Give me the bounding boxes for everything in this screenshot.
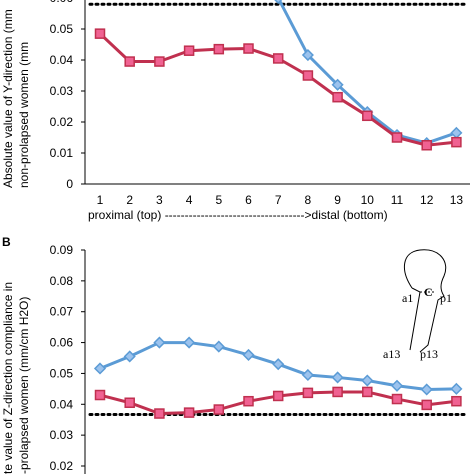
- marker: [242, 348, 255, 361]
- marker: [391, 132, 403, 143]
- marker: [183, 336, 196, 349]
- marker: [183, 45, 195, 56]
- y-tick-label: 0: [66, 177, 73, 191]
- marker: [331, 371, 344, 384]
- y-tick-label: 0.02: [50, 459, 74, 473]
- marker: [391, 393, 403, 405]
- x-tick-label: 7: [275, 193, 282, 207]
- x-tick-label: 9: [334, 193, 341, 207]
- marker: [124, 56, 135, 67]
- marker: [302, 387, 314, 399]
- marker: [421, 399, 432, 411]
- marker: [272, 390, 284, 402]
- marker: [154, 56, 165, 67]
- marker: [332, 386, 343, 398]
- marker: [362, 110, 373, 122]
- y-tick-label: 0.05: [50, 366, 74, 380]
- marker: [450, 126, 463, 139]
- marker: [421, 140, 432, 151]
- marker: [420, 383, 433, 396]
- x-axis-label: proximal (top) -------------------------…: [88, 208, 388, 222]
- marker: [390, 379, 404, 392]
- y-tick-label: 0.07: [50, 305, 74, 319]
- marker: [243, 43, 254, 54]
- x-tick-label: 13: [450, 193, 464, 207]
- x-tick-label: 2: [126, 193, 133, 207]
- marker: [301, 368, 314, 382]
- inset-label: a13: [383, 347, 400, 361]
- marker: [213, 404, 225, 415]
- marker: [153, 336, 166, 349]
- marker: [451, 395, 462, 407]
- inset-diagram: [404, 249, 447, 353]
- marker: [154, 408, 165, 419]
- x-tick-label: 12: [420, 193, 434, 207]
- marker: [94, 28, 106, 39]
- marker: [93, 362, 107, 375]
- x-tick-label: 5: [215, 193, 222, 207]
- x-tick-label: 4: [186, 193, 193, 207]
- y-tick-label: 0.06: [50, 0, 74, 5]
- inset-label: a1: [402, 291, 413, 305]
- inset-label: C: [424, 285, 433, 299]
- y-tick-label: 0.04: [50, 53, 74, 67]
- marker: [243, 395, 254, 407]
- marker: [213, 43, 225, 55]
- inset-label: p13: [420, 347, 438, 361]
- y-tick-label: 0.08: [50, 274, 74, 288]
- marker: [183, 407, 195, 418]
- y-tick-label: 0.01: [50, 146, 74, 160]
- x-tick-label: 3: [156, 193, 163, 207]
- marker: [301, 48, 314, 62]
- inset-label: p1: [440, 291, 452, 305]
- y-axis-label: -prolapsed women (mm/cm H2O): [17, 297, 31, 474]
- y-tick-label: 0.03: [50, 84, 74, 98]
- marker: [331, 78, 344, 91]
- marker: [361, 374, 374, 387]
- marker: [123, 350, 136, 363]
- y-tick-label: 0.04: [50, 397, 74, 411]
- x-tick-label: 6: [245, 193, 252, 207]
- y-axis-label: Absolute value of Y-direction (mm: [1, 9, 15, 188]
- y-axis-label: te value of Z-direction compliance in: [1, 282, 15, 474]
- series-line: [98, 32, 457, 147]
- marker: [450, 382, 463, 395]
- y-tick-label: 0.05: [50, 22, 74, 36]
- marker: [332, 91, 343, 103]
- marker: [124, 397, 135, 408]
- y-tick-label: 0.02: [50, 115, 74, 129]
- y-tick-label: 0.09: [50, 243, 74, 257]
- marker: [94, 389, 106, 401]
- marker: [272, 53, 284, 64]
- marker: [274, 0, 283, 5]
- marker: [451, 136, 462, 148]
- x-tick-label: 1: [97, 193, 104, 207]
- marker: [212, 340, 225, 353]
- y-tick-label: 0.06: [50, 336, 74, 350]
- x-tick-label: 8: [305, 193, 312, 207]
- x-tick-label: 11: [391, 193, 404, 207]
- marker: [272, 358, 285, 371]
- panel-label: B: [2, 235, 11, 249]
- y-tick-label: 0.03: [50, 428, 74, 442]
- x-tick-label: 10: [361, 193, 375, 207]
- marker: [302, 70, 314, 81]
- marker: [362, 386, 373, 398]
- y-axis-label: non-prolapsed women (mm: [17, 42, 31, 188]
